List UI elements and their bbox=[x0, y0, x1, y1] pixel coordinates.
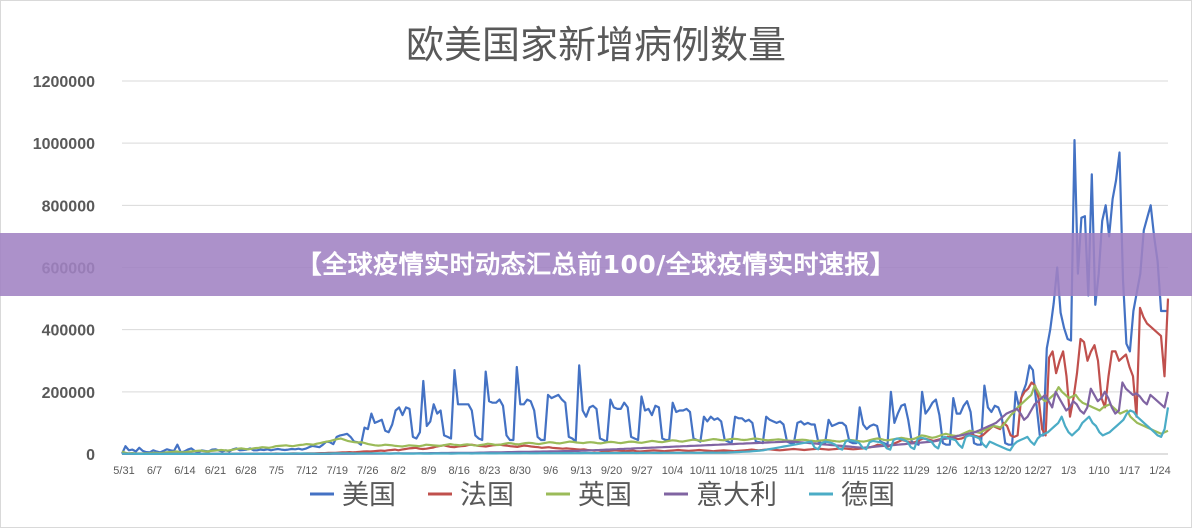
chart-title: 欧美国家新增病例数量 bbox=[406, 23, 786, 67]
x-tick-label: 9/13 bbox=[570, 465, 591, 477]
legend-label: 德国 bbox=[841, 480, 895, 511]
y-tick-label: 800000 bbox=[42, 198, 95, 215]
x-tick-label: 11/1 bbox=[784, 465, 805, 477]
x-tick-label: 8/9 bbox=[421, 465, 436, 477]
x-tick-label: 7/26 bbox=[357, 465, 378, 477]
x-tick-label: 11/29 bbox=[903, 465, 930, 477]
series-lines bbox=[121, 139, 1170, 455]
x-tick-label: 12/27 bbox=[1024, 465, 1052, 477]
series-line bbox=[121, 298, 1170, 455]
x-tick-label: 11/15 bbox=[842, 465, 869, 477]
series-line bbox=[121, 139, 1168, 455]
series-line bbox=[121, 407, 1170, 455]
x-tick-label: 8/30 bbox=[509, 465, 530, 477]
legend-label: 美国 bbox=[342, 480, 396, 511]
x-tick-label: 9/6 bbox=[543, 465, 558, 477]
x-tick-label: 11/8 bbox=[815, 465, 836, 477]
x-tick-label: 7/19 bbox=[327, 465, 348, 477]
x-tick-label: 12/20 bbox=[994, 465, 1022, 477]
x-tick-label: 5/31 bbox=[113, 465, 134, 477]
x-tick-label: 9/20 bbox=[601, 465, 622, 477]
y-tick-label: 400000 bbox=[42, 323, 95, 340]
x-tick-label: 6/14 bbox=[174, 465, 195, 477]
x-tick-label: 1/24 bbox=[1149, 465, 1170, 477]
x-tick-label: 12/13 bbox=[963, 465, 991, 477]
x-tick-label: 1/10 bbox=[1088, 465, 1109, 477]
banner-text: 【全球疫情实时动态汇总前100/全球疫情实时速报】 bbox=[296, 250, 896, 279]
x-tick-label: 6/21 bbox=[205, 465, 226, 477]
x-tick-label: 11/22 bbox=[872, 465, 899, 477]
x-tick-label: 1/3 bbox=[1061, 465, 1076, 477]
legend: 美国 法国 英国 意大利 德国 bbox=[310, 480, 895, 511]
y-tick-label: 0 bbox=[86, 447, 95, 464]
x-tick-label: 10/11 bbox=[690, 465, 717, 477]
x-tick-label: 9/27 bbox=[631, 465, 652, 477]
y-tick-label: 1200000 bbox=[33, 74, 95, 91]
x-tick-label: 1/17 bbox=[1119, 465, 1140, 477]
x-tick-label: 8/23 bbox=[479, 465, 500, 477]
legend-label: 法国 bbox=[460, 480, 514, 511]
legend-label: 意大利 bbox=[696, 480, 777, 511]
x-tick-label: 7/12 bbox=[296, 465, 317, 477]
legend-label: 英国 bbox=[578, 480, 632, 511]
x-tick-label: 8/16 bbox=[448, 465, 469, 477]
x-axis-labels: 5/31 6/7 6/14 6/21 6/28 7/5 7/12 7/19 7/26 8/2 8/9… bbox=[113, 465, 1170, 477]
overlay-banner: 【全球疫情实时动态汇总前100/全球疫情实时速报】 bbox=[0, 233, 1192, 296]
x-tick-label: 6/7 bbox=[147, 465, 162, 477]
series-line bbox=[121, 384, 1169, 455]
x-tick-label: 10/4 bbox=[662, 465, 683, 477]
x-tick-label: 8/2 bbox=[391, 465, 406, 477]
y-tick-label: 1000000 bbox=[33, 136, 95, 153]
x-tick-label: 10/18 bbox=[720, 465, 748, 477]
x-tick-label: 10/25 bbox=[750, 465, 778, 477]
x-tick-label: 7/5 bbox=[269, 465, 284, 477]
x-tick-label: 12/6 bbox=[936, 465, 957, 477]
x-tick-label: 6/28 bbox=[235, 465, 256, 477]
y-tick-label: 200000 bbox=[42, 385, 95, 402]
